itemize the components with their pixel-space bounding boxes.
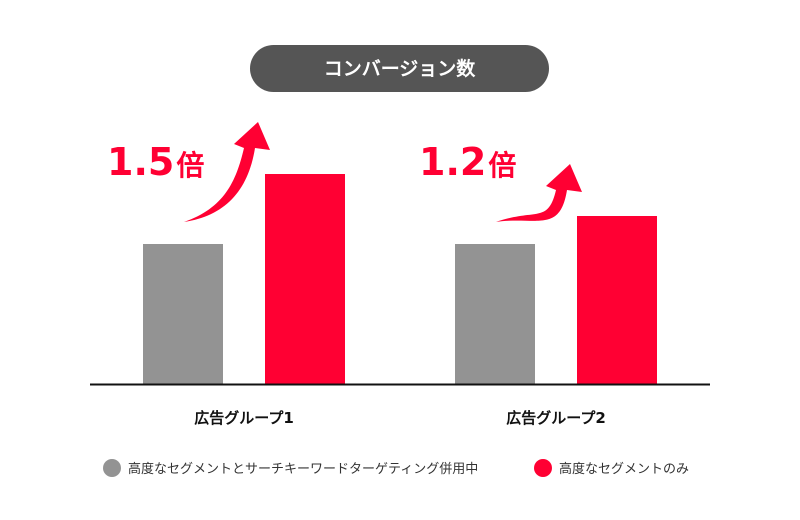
title-pill: コンバージョン数	[250, 45, 549, 92]
legend-marker-gray	[103, 459, 121, 477]
bar-red-group-1	[265, 174, 345, 384]
title-background	[250, 45, 549, 92]
legend-marker-red	[534, 459, 552, 477]
multiplier-label-1: 1.5倍	[107, 140, 204, 184]
bars	[143, 174, 657, 384]
multiplier-label-2: 1.2倍	[419, 140, 516, 184]
legend-label-gray: 高度なセグメントとサーチキーワードターゲティング併用中	[128, 461, 478, 477]
bar-red-group-2	[577, 216, 657, 384]
annotations: 1.5倍 1.2倍	[107, 122, 582, 222]
category-label-1: 広告グループ1	[194, 409, 294, 427]
bar-gray-group-2	[455, 244, 535, 384]
legend: 高度なセグメントとサーチキーワードターゲティング併用中 高度なセグメントのみ	[103, 459, 689, 477]
growth-arrow-icon-1	[184, 122, 270, 222]
chart-title: コンバージョン数	[324, 57, 477, 80]
growth-arrow-icon-2	[496, 164, 582, 222]
legend-label-red: 高度なセグメントのみ	[559, 461, 689, 477]
category-label-2: 広告グループ2	[506, 409, 606, 427]
bar-gray-group-1	[143, 244, 223, 384]
